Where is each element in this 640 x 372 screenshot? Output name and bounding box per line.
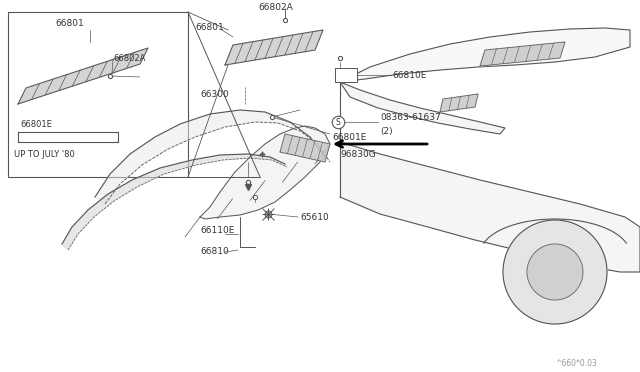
Text: 66802A: 66802A (258, 3, 292, 12)
Text: 08363-61637: 08363-61637 (380, 112, 441, 122)
Polygon shape (340, 82, 505, 134)
Polygon shape (340, 28, 630, 82)
Text: 66110E: 66110E (200, 225, 234, 234)
Text: S: S (335, 118, 340, 126)
Text: 66810E: 66810E (392, 71, 426, 80)
Polygon shape (440, 94, 478, 112)
Bar (8, 12, 188, 177)
Polygon shape (200, 126, 330, 219)
Text: 66801: 66801 (195, 22, 224, 32)
Circle shape (503, 220, 607, 324)
Bar (335, 68, 357, 82)
Text: 65610: 65610 (300, 212, 329, 221)
Text: ^660*0.03: ^660*0.03 (555, 359, 597, 369)
Polygon shape (62, 154, 287, 250)
Text: 66810: 66810 (200, 247, 228, 257)
Text: 66801E: 66801E (332, 132, 366, 141)
Text: (2): (2) (380, 126, 392, 135)
Polygon shape (95, 110, 330, 204)
Text: UP TO JULY '80: UP TO JULY '80 (14, 150, 75, 158)
Text: 66300: 66300 (200, 90, 228, 99)
Circle shape (527, 244, 583, 300)
Polygon shape (280, 134, 330, 162)
Polygon shape (340, 142, 640, 272)
Polygon shape (480, 42, 565, 66)
Polygon shape (225, 30, 323, 65)
Polygon shape (18, 48, 148, 104)
Text: 66801E: 66801E (20, 120, 52, 129)
Text: 66802A: 66802A (113, 54, 145, 62)
Text: 96830G: 96830G (340, 150, 376, 158)
Text: 66801: 66801 (55, 19, 84, 28)
